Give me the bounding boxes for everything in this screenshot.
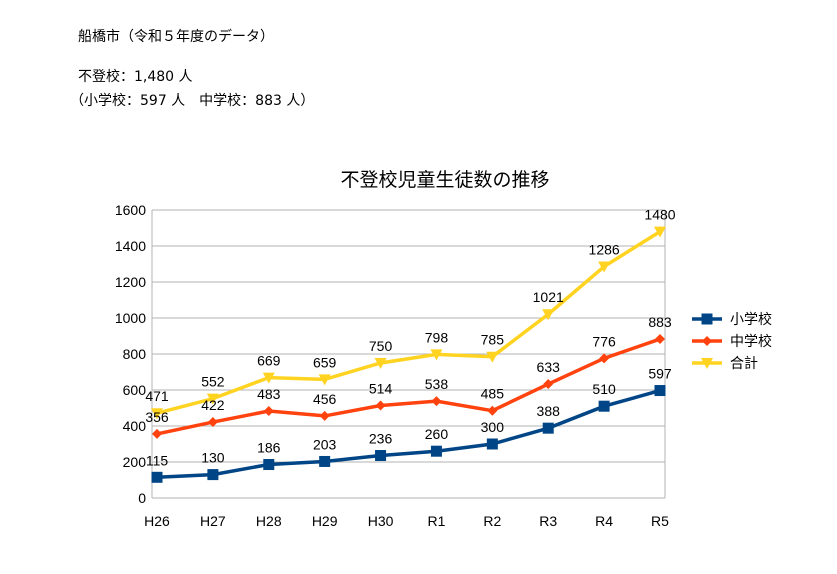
data-label: 422 [201,397,225,413]
total-count-text: 不登校：1,480 人 [78,69,193,85]
x-tick-label: H27 [200,513,226,529]
data-point [262,372,275,384]
breakdown-text: （小学校：597 人 中学校：883 人） [70,93,315,109]
legend-marker [702,336,712,346]
data-label: 388 [537,403,561,419]
data-label: 483 [257,386,281,402]
data-label: 883 [648,314,672,330]
data-point [486,351,499,363]
x-tick-label: H28 [256,513,282,529]
x-tick-label: H30 [368,513,394,529]
data-point [207,417,218,428]
data-point [151,471,163,483]
data-point [319,455,331,467]
y-tick-label: 1600 [115,202,146,218]
data-point [151,408,163,420]
y-tick-label: 1400 [115,238,146,254]
data-label: 597 [648,366,672,382]
data-label: 538 [425,376,449,392]
data-label: 1021 [533,289,564,305]
data-label: 510 [592,381,616,397]
x-tick-label: R3 [539,513,557,529]
legend-marker [701,313,713,325]
document-heading: 船橋市（令和５年度のデータ） [78,29,274,45]
data-label: 514 [369,380,393,396]
data-label: 798 [425,329,449,345]
data-point [375,400,386,411]
data-point [431,396,442,407]
data-point [598,400,610,412]
data-point [486,438,498,450]
legend-label: 合計 [730,355,758,371]
data-label: 552 [201,374,225,390]
data-label: 115 [146,452,169,468]
data-point [374,358,387,369]
data-point [319,410,330,421]
legend-label: 小学校 [730,311,772,327]
y-tick-label: 1200 [115,274,146,290]
data-point [207,469,219,481]
data-point [599,353,610,364]
data-label: 1480 [644,207,675,223]
data-point [543,379,554,390]
data-label: 186 [257,440,281,456]
legend-label: 中学校 [730,333,772,349]
data-point [152,428,162,439]
y-tick-label: 1000 [115,310,146,326]
data-label: 1286 [589,242,620,258]
data-label: 785 [481,332,505,348]
data-label: 776 [592,333,616,349]
data-point [430,445,442,457]
series-line [156,337,661,436]
data-point [487,405,498,416]
data-point [655,334,665,345]
x-tick-label: H26 [144,513,170,529]
data-point [375,450,387,462]
data-label: 356 [145,409,169,425]
data-label: 456 [313,391,337,407]
x-tick-label: R1 [427,513,445,529]
chart-title: 不登校児童生徒数の推移 [340,169,549,191]
data-label: 659 [313,354,337,370]
data-point [318,374,331,386]
data-label: 485 [481,386,505,402]
y-tick-label: 800 [123,346,147,362]
y-tick-label: 400 [123,418,147,434]
data-point [430,349,443,361]
data-label: 750 [369,338,393,354]
data-label: 471 [145,388,169,404]
data-point [654,226,666,238]
data-point [263,406,274,417]
y-tick-label: 200 [123,454,147,470]
series-line [156,388,661,480]
data-label: 236 [369,431,393,447]
y-tick-label: 0 [138,490,146,506]
data-point [263,459,275,471]
data-point [654,385,666,397]
data-label: 633 [537,359,561,375]
data-label: 203 [313,436,337,452]
data-point [542,309,555,321]
data-label: 260 [425,426,449,442]
data-label: 300 [481,419,505,435]
y-tick-label: 600 [123,382,147,398]
data-point [542,422,554,434]
x-tick-label: R5 [651,513,669,529]
data-point [206,393,219,405]
x-tick-label: H29 [312,513,338,529]
x-tick-label: R2 [483,513,501,529]
legend-marker [701,358,713,369]
data-label: 130 [201,450,225,466]
data-label: 669 [257,353,281,369]
x-tick-label: R4 [595,513,613,529]
series-line [156,230,661,415]
data-point [598,261,611,273]
